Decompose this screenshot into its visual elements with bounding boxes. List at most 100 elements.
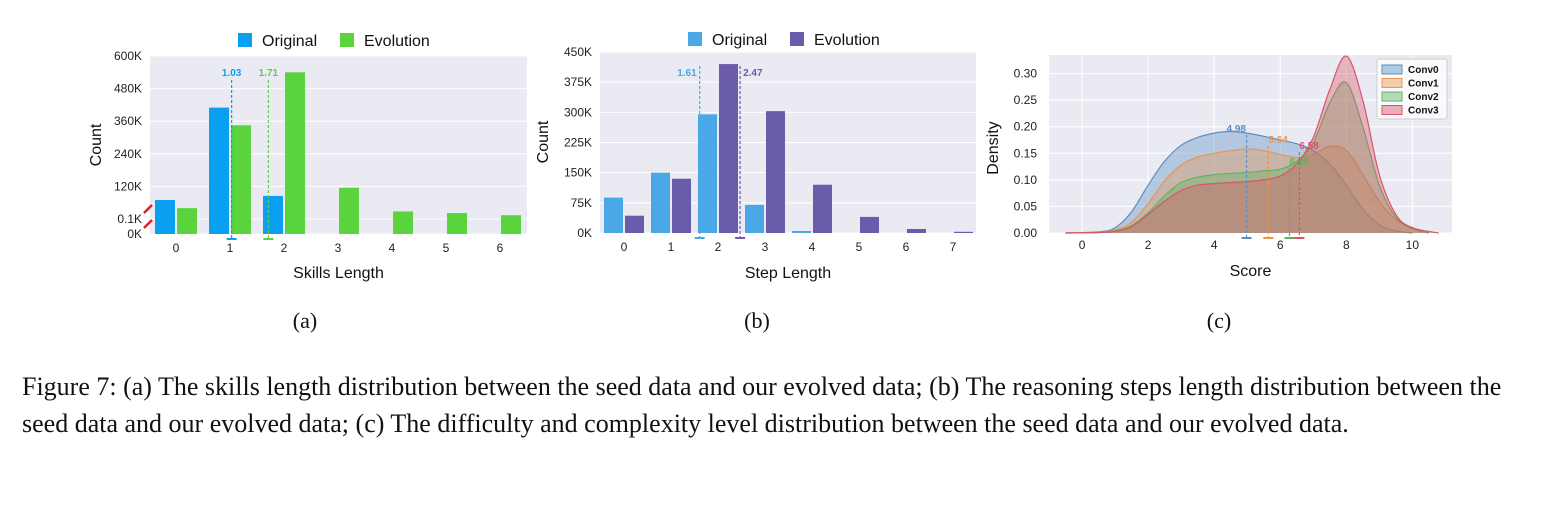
x-tick-label-b: 2 bbox=[715, 240, 722, 254]
bar-b-original-0 bbox=[604, 197, 623, 233]
x-tick-label-a: 1 bbox=[227, 241, 234, 255]
legend-swatch-b-original bbox=[688, 32, 702, 46]
y-axis-label-b: Count bbox=[535, 120, 552, 163]
x-tick-label-c: 10 bbox=[1406, 238, 1420, 252]
x-tick-label-c: 4 bbox=[1211, 238, 1218, 252]
legend-label-b-original: Original bbox=[712, 32, 767, 49]
mean-label-c-conv0: 4.98 bbox=[1227, 124, 1247, 135]
x-tick-label-b: 4 bbox=[809, 240, 816, 254]
bar-b-original-3 bbox=[745, 204, 764, 233]
x-tick-label-a: 0 bbox=[173, 241, 180, 255]
plot-area-a bbox=[150, 56, 527, 234]
legend-swatch-c-conv2 bbox=[1381, 91, 1403, 102]
y-tick-label-b: 150K bbox=[564, 166, 592, 180]
x-tick-label-c: 0 bbox=[1079, 238, 1086, 252]
x-tick-label-b: 6 bbox=[903, 240, 910, 254]
axis-break-mark-a bbox=[143, 219, 153, 229]
bar-b-evolution-3 bbox=[766, 111, 785, 233]
bar-b-evolution-7 bbox=[954, 231, 973, 233]
bar-a-evolution-0 bbox=[177, 208, 197, 234]
y-tick-label-b: 300K bbox=[564, 105, 592, 119]
figure-caption: Figure 7: (a) The skills length distribu… bbox=[22, 372, 1502, 438]
density-area-conv3 bbox=[1065, 55, 1439, 234]
bar-a-evolution-5 bbox=[447, 213, 467, 234]
bar-b-evolution-0 bbox=[625, 215, 644, 233]
bar-a-evolution-4 bbox=[393, 211, 413, 234]
density-line-conv3 bbox=[1065, 55, 1439, 234]
x-tick-label-a: 5 bbox=[443, 241, 450, 255]
mean-label-a-evolution: 1.71 bbox=[259, 68, 279, 79]
x-tick-label-a: 3 bbox=[335, 241, 342, 255]
bar-b-evolution-6 bbox=[907, 228, 926, 233]
legend-label-c-conv1: Conv1 bbox=[1408, 79, 1439, 90]
y-tick-label-a: 240K bbox=[114, 147, 142, 161]
legend-label-a-original: Original bbox=[262, 33, 317, 50]
panel-label-a: (a) bbox=[293, 308, 317, 333]
bar-b-evolution-5 bbox=[860, 216, 879, 233]
mean-label-c-conv1: 5.64 bbox=[1268, 135, 1288, 146]
bar-b-original-2 bbox=[698, 114, 717, 233]
bar-b-original-1 bbox=[651, 172, 670, 233]
x-tick-label-a: 4 bbox=[389, 241, 396, 255]
x-tick-label-a: 6 bbox=[497, 241, 504, 255]
legend-swatch-b-evolution bbox=[790, 32, 804, 46]
y-tick-label-b: 450K bbox=[564, 45, 592, 59]
bar-a-evolution-6 bbox=[501, 215, 521, 234]
density-area-conv1 bbox=[1065, 146, 1429, 233]
x-tick-label-b: 0 bbox=[621, 240, 628, 254]
y-tick-label-a: 480K bbox=[114, 82, 142, 96]
y-tick-label-a: 0.1K bbox=[117, 212, 142, 226]
x-tick-label-c: 2 bbox=[1145, 238, 1152, 252]
x-tick-label-b: 1 bbox=[668, 240, 675, 254]
legend-swatch-c-conv0 bbox=[1381, 64, 1403, 75]
x-axis-label-a: Skills Length bbox=[293, 265, 384, 282]
y-tick-label-b: 75K bbox=[571, 196, 592, 210]
mean-label-a-original: 1.03 bbox=[222, 68, 242, 79]
x-axis-label-b: Step Length bbox=[745, 265, 831, 282]
y-axis-label-c: Density bbox=[985, 121, 1002, 174]
bar-b-original-4 bbox=[792, 230, 811, 233]
y-tick-label-c: 0.30 bbox=[1014, 67, 1038, 81]
x-axis-label-c: Score bbox=[1230, 263, 1272, 280]
legend-swatch-a-original bbox=[238, 33, 252, 47]
bar-a-original-0 bbox=[155, 200, 175, 234]
density-line-conv2 bbox=[1065, 81, 1430, 234]
y-tick-label-a: 0K bbox=[127, 227, 142, 241]
bar-a-evolution-3 bbox=[339, 187, 359, 234]
panel-label-c: (c) bbox=[1207, 308, 1231, 333]
legend-label-b-evolution: Evolution bbox=[814, 32, 880, 49]
legend-label-a-evolution: Evolution bbox=[364, 33, 430, 50]
x-tick-label-a: 2 bbox=[281, 241, 288, 255]
mean-label-c-conv3: 6.58 bbox=[1299, 141, 1319, 152]
bar-a-original-1 bbox=[209, 107, 229, 234]
legend-swatch-c-conv3 bbox=[1381, 105, 1403, 115]
bar-a-evolution-2 bbox=[285, 72, 305, 234]
y-tick-label-c: 0.20 bbox=[1014, 120, 1038, 134]
legend-swatch-a-evolution bbox=[340, 33, 354, 47]
x-tick-label-b: 3 bbox=[762, 240, 769, 254]
y-tick-label-b: 225K bbox=[564, 136, 592, 150]
y-tick-label-a: 360K bbox=[114, 114, 142, 128]
density-line-conv0 bbox=[1065, 130, 1413, 234]
bar-a-original-2 bbox=[263, 195, 283, 234]
x-tick-label-b: 5 bbox=[856, 240, 863, 254]
bar-b-evolution-2 bbox=[719, 64, 738, 233]
mean-label-b-original: 1.61 bbox=[677, 68, 697, 79]
y-tick-label-c: 0.10 bbox=[1014, 173, 1038, 187]
panel-a-chart: 0K0.1K 120K 240K 360K 480K 600K 0 1 2 3 4 5 6 1.03 1.7… bbox=[88, 33, 527, 333]
bar-b-evolution-1 bbox=[672, 178, 691, 233]
panel-c-chart: 0.00 0.05 0.10 0.15 0.20 0.25 0.30 0 2 4 6 8 10 4.98 5… bbox=[985, 55, 1452, 333]
x-tick-label-c: 6 bbox=[1277, 238, 1284, 252]
y-tick-label-b: 0K bbox=[577, 226, 592, 240]
legend-swatch-c-conv1 bbox=[1381, 78, 1403, 88]
legend-label-c-conv2: Conv2 bbox=[1408, 92, 1439, 103]
bar-a-evolution-1 bbox=[231, 125, 251, 234]
legend-label-c-conv0: Conv0 bbox=[1408, 65, 1439, 76]
panel-b-chart: 0K 75K 150K 225K 300K 375K 450K 0 1 2 3 4 5 6 7 1.61 2.4… bbox=[535, 32, 976, 333]
x-tick-label-c: 8 bbox=[1343, 238, 1350, 252]
y-tick-label-a: 600K bbox=[114, 49, 142, 63]
y-tick-label-c: 0.25 bbox=[1014, 93, 1038, 107]
y-tick-label-b: 375K bbox=[564, 75, 592, 89]
